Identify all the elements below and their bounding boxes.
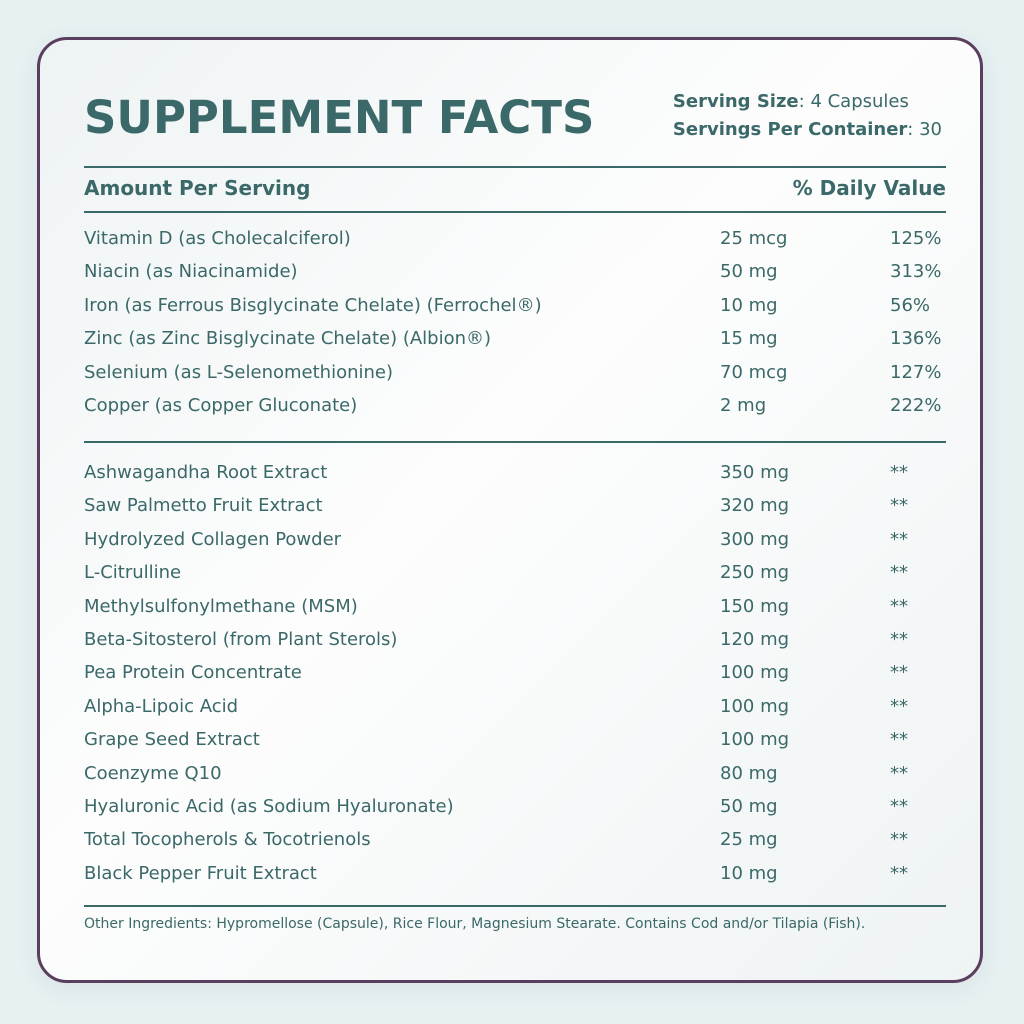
table-row: Hyaluronic Acid (as Sodium Hyaluronate) 5… [84, 790, 946, 823]
ingredient-amount: 120 mg [720, 628, 790, 650]
daily-value: 125% [890, 228, 942, 249]
ingredient-name: Zinc (as Zinc Bisglycinate Chelate) (Alb… [84, 328, 492, 350]
ingredient-amount: 50 mg [720, 261, 778, 283]
ingredient-amount: 10 mg [720, 862, 778, 884]
bottom-divider [84, 905, 946, 907]
daily-value: ** [890, 729, 908, 751]
table-row: Ashwagandha Root Extract 350 mg ** [84, 456, 946, 489]
ingredient-amount: 100 mg [720, 729, 790, 751]
daily-value: 222% [890, 394, 942, 416]
daily-value: ** [890, 795, 908, 817]
ingredient-name: L-Citrulline [84, 562, 182, 584]
ingredient-list: Ashwagandha Root Extract 350 mg ** Saw Palm… [84, 456, 946, 890]
supplement-facts-panel: SUPPLEMENT FACTS Serving Size: 4 Capsule… [37, 37, 983, 983]
ingredient-amount: 80 mg [720, 762, 778, 784]
vitamin-mineral-list: Vitamin D (as Cholecalciferol) 25 mcg 125%… [84, 222, 946, 422]
daily-value: ** [890, 762, 908, 784]
ingredient-amount: 70 mcg [720, 361, 788, 383]
ingredient-amount: 250 mg [720, 562, 790, 584]
table-row: Niacin (as Niacinamide) 50 mg 313% [84, 255, 946, 288]
ingredient-amount: 350 mg [720, 462, 790, 483]
serving-info: Serving Size: 4 Capsules Servings Per Co… [673, 88, 942, 144]
daily-value: ** [890, 462, 908, 483]
ingredient-name: Black Pepper Fruit Extract [84, 862, 317, 884]
ingredient-name: Grape Seed Extract [84, 729, 260, 751]
ingredient-name: Alpha-Lipoic Acid [84, 695, 239, 717]
table-row: Copper (as Copper Gluconate) 2 mg 222% [84, 389, 946, 422]
ingredient-name: Hyaluronic Acid (as Sodium Hyaluronate) [84, 795, 454, 817]
table-row: Selenium (as L-Selenomethionine) 70 mcg 12… [84, 356, 946, 389]
daily-value: ** [890, 695, 908, 717]
daily-value: ** [890, 528, 908, 550]
panel-title: SUPPLEMENT FACTS [84, 91, 595, 144]
table-row: Vitamin D (as Cholecalciferol) 25 mcg 125% [84, 222, 946, 255]
ingredient-amount: 50 mg [720, 795, 778, 817]
ingredient-amount: 320 mg [720, 495, 790, 517]
daily-value: 136% [890, 328, 942, 350]
servings-per-container-label: Servings Per Container [672, 119, 908, 140]
daily-value: ** [890, 662, 908, 684]
table-row: Iron (as Ferrous Bisglycinate Chelate) (… [84, 289, 946, 322]
amount-per-serving-heading: Amount Per Serving [84, 176, 311, 200]
ingredient-amount: 100 mg [720, 695, 790, 717]
servings-per-container: Servings Per Container: 30 [673, 116, 942, 144]
table-row: Beta-Sitosterol (from Plant Sterols) 120 … [84, 623, 946, 656]
daily-value: ** [890, 829, 908, 851]
ingredient-name: Coenzyme Q10 [84, 762, 222, 784]
ingredient-amount: 100 mg [720, 662, 790, 684]
ingredient-amount: 15 mg [720, 328, 778, 350]
ingredient-amount: 150 mg [720, 595, 790, 617]
ingredient-name: Hydrolyzed Collagen Powder [84, 528, 342, 550]
daily-value: ** [890, 628, 908, 650]
daily-value: 313% [890, 261, 942, 283]
ingredient-amount: 300 mg [720, 528, 790, 550]
table-row: Black Pepper Fruit Extract 10 mg ** [84, 857, 946, 890]
table-row: Grape Seed Extract 100 mg ** [84, 723, 946, 756]
other-ingredients-note: Other Ingredients: Hypromellose (Capsule… [84, 916, 866, 932]
table-header: Amount Per Serving % Daily Value [84, 172, 946, 206]
serving-size-value: : 4 Capsules [798, 91, 909, 112]
ingredient-name: Ashwagandha Root Extract [84, 462, 328, 483]
daily-value: 127% [890, 361, 942, 383]
ingredient-name: Saw Palmetto Fruit Extract [84, 495, 323, 517]
section-divider [84, 441, 946, 443]
ingredient-name: Methylsulfonylmethane (MSM) [84, 595, 358, 617]
ingredient-amount: 25 mcg [720, 228, 788, 249]
table-row: L-Citrulline 250 mg ** [84, 556, 946, 589]
table-row: Total Tocopherols & Tocotrienols 25 mg ** [84, 823, 946, 856]
servings-per-container-value: : 30 [907, 119, 942, 140]
header-divider [84, 211, 946, 213]
daily-value: 56% [890, 294, 931, 316]
table-row: Methylsulfonylmethane (MSM) 150 mg ** [84, 590, 946, 623]
ingredient-amount: 25 mg [720, 829, 778, 851]
top-divider [84, 166, 946, 168]
daily-value-heading: % Daily Value [792, 176, 946, 200]
daily-value: ** [890, 862, 908, 884]
ingredient-name: Iron (as Ferrous Bisglycinate Chelate) (… [84, 294, 542, 316]
table-row: Zinc (as Zinc Bisglycinate Chelate) (Alb… [84, 322, 946, 355]
table-row: Hydrolyzed Collagen Powder 300 mg ** [84, 523, 946, 556]
ingredient-name: Niacin (as Niacinamide) [84, 261, 298, 283]
ingredient-name: Selenium (as L-Selenomethionine) [84, 361, 394, 383]
ingredient-name: Pea Protein Concentrate [84, 662, 302, 684]
ingredient-amount: 2 mg [720, 394, 767, 416]
daily-value: ** [890, 562, 908, 584]
table-row: Alpha-Lipoic Acid 100 mg ** [84, 690, 946, 723]
ingredient-name: Copper (as Copper Gluconate) [84, 394, 358, 416]
ingredient-name: Beta-Sitosterol (from Plant Sterols) [84, 628, 398, 650]
ingredient-name: Total Tocopherols & Tocotrienols [84, 829, 371, 851]
serving-size-label: Serving Size [672, 91, 799, 112]
ingredient-amount: 10 mg [720, 294, 778, 316]
table-row: Saw Palmetto Fruit Extract 320 mg ** [84, 489, 946, 522]
serving-size: Serving Size: 4 Capsules [673, 88, 942, 116]
table-row: Coenzyme Q10 80 mg ** [84, 757, 946, 790]
table-row: Pea Protein Concentrate 100 mg ** [84, 656, 946, 689]
daily-value: ** [890, 595, 908, 617]
daily-value: ** [890, 495, 908, 517]
ingredient-name: Vitamin D (as Cholecalciferol) [84, 228, 351, 249]
